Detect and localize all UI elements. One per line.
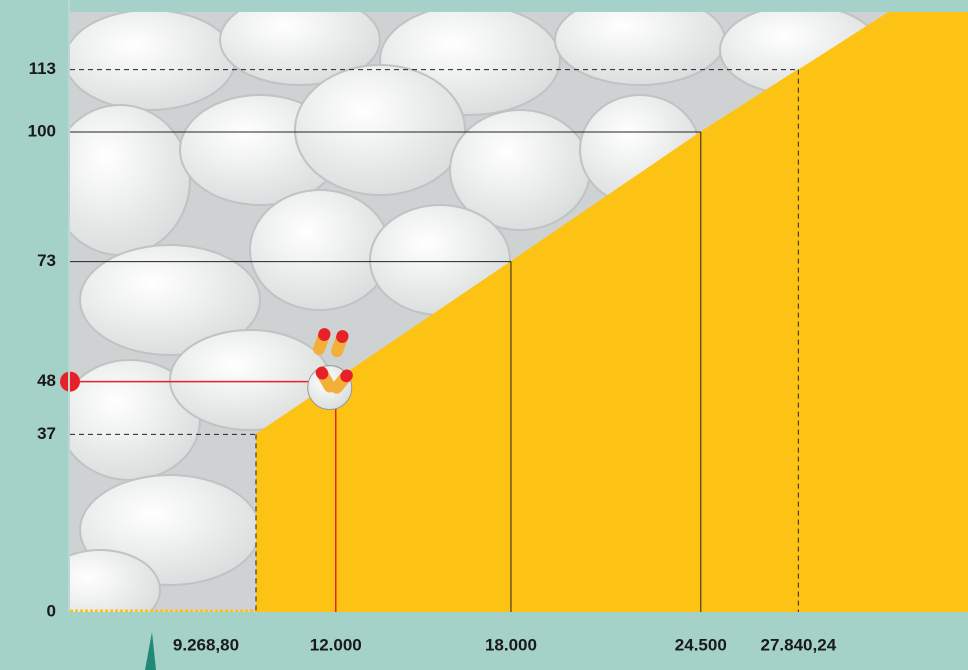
- x-tick-label: 27.840,24: [761, 635, 837, 654]
- x-tick-label: 12.000: [310, 635, 362, 654]
- x-tick-label: 9.268,80: [173, 635, 239, 654]
- chart: 0 37 48 73 100 113 9.268,80 12.000 18.000 24.500 2…: [0, 0, 968, 670]
- y-tick-label: 37: [37, 424, 56, 443]
- x-tick-label: 24.500: [675, 635, 727, 654]
- y-tick-label: 100: [28, 121, 56, 140]
- page: 0 37 48 73 100 113 9.268,80 12.000 18.000 24.500 2…: [0, 0, 968, 670]
- y-tick-label: 113: [29, 59, 56, 78]
- x-tick-label: 18.000: [485, 635, 537, 654]
- y-tick-label: 0: [47, 601, 56, 620]
- y-tick-label: 73: [37, 251, 56, 270]
- y-tick-label: 48: [37, 371, 56, 390]
